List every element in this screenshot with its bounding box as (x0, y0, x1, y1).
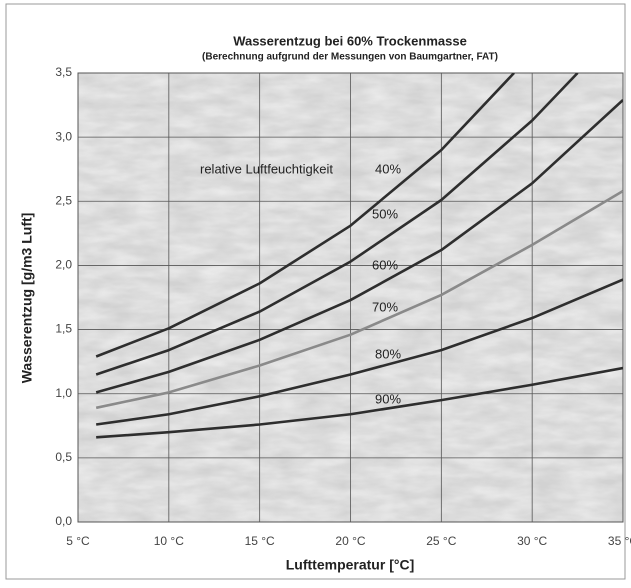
series-label: 60% (372, 257, 398, 272)
series-label: 40% (375, 161, 401, 176)
y-tick-label: 3,5 (55, 65, 72, 79)
y-tick-label: 1,0 (55, 386, 72, 400)
plot-border (77, 72, 624, 523)
x-tick-label: 10 °C (154, 534, 184, 548)
series-label: 50% (372, 206, 398, 221)
y-tick-label: 3,0 (55, 129, 72, 143)
x-axis-label: Lufttemperatur [°C] (286, 557, 414, 573)
data-line (95, 189, 623, 410)
data-line (95, 278, 623, 426)
y-axis-label: Wasserentzug [g/m3 Luft] (19, 213, 35, 384)
data-line (95, 73, 515, 358)
y-tick-label: 2,5 (55, 193, 72, 207)
y-tick-label: 1,5 (55, 322, 72, 336)
x-tick-label: 30 °C (517, 534, 547, 548)
y-tick-label: 2,0 (55, 258, 72, 272)
y-tick-label: 0,0 (55, 514, 72, 528)
x-tick-label: 5 °C (66, 534, 90, 548)
y-tick-label: 0,5 (55, 450, 72, 464)
x-tick-label: 20 °C (335, 534, 365, 548)
x-tick-label: 35 °C (608, 534, 631, 548)
x-tick-label: 15 °C (245, 534, 275, 548)
chart-title: Wasserentzug bei 60% Trockenmasse (233, 33, 467, 48)
chart-subtitle: (Berechnung aufgrund der Messungen von B… (202, 52, 498, 63)
data-line (96, 366, 623, 439)
annotation: relative Luftfeuchtigkeit (200, 161, 333, 176)
data-line (95, 73, 579, 376)
data-line (95, 98, 623, 394)
x-tick-label: 25 °C (426, 534, 456, 548)
series-label: 70% (372, 299, 398, 314)
series-label: 80% (375, 346, 401, 361)
series-label: 90% (375, 391, 401, 406)
